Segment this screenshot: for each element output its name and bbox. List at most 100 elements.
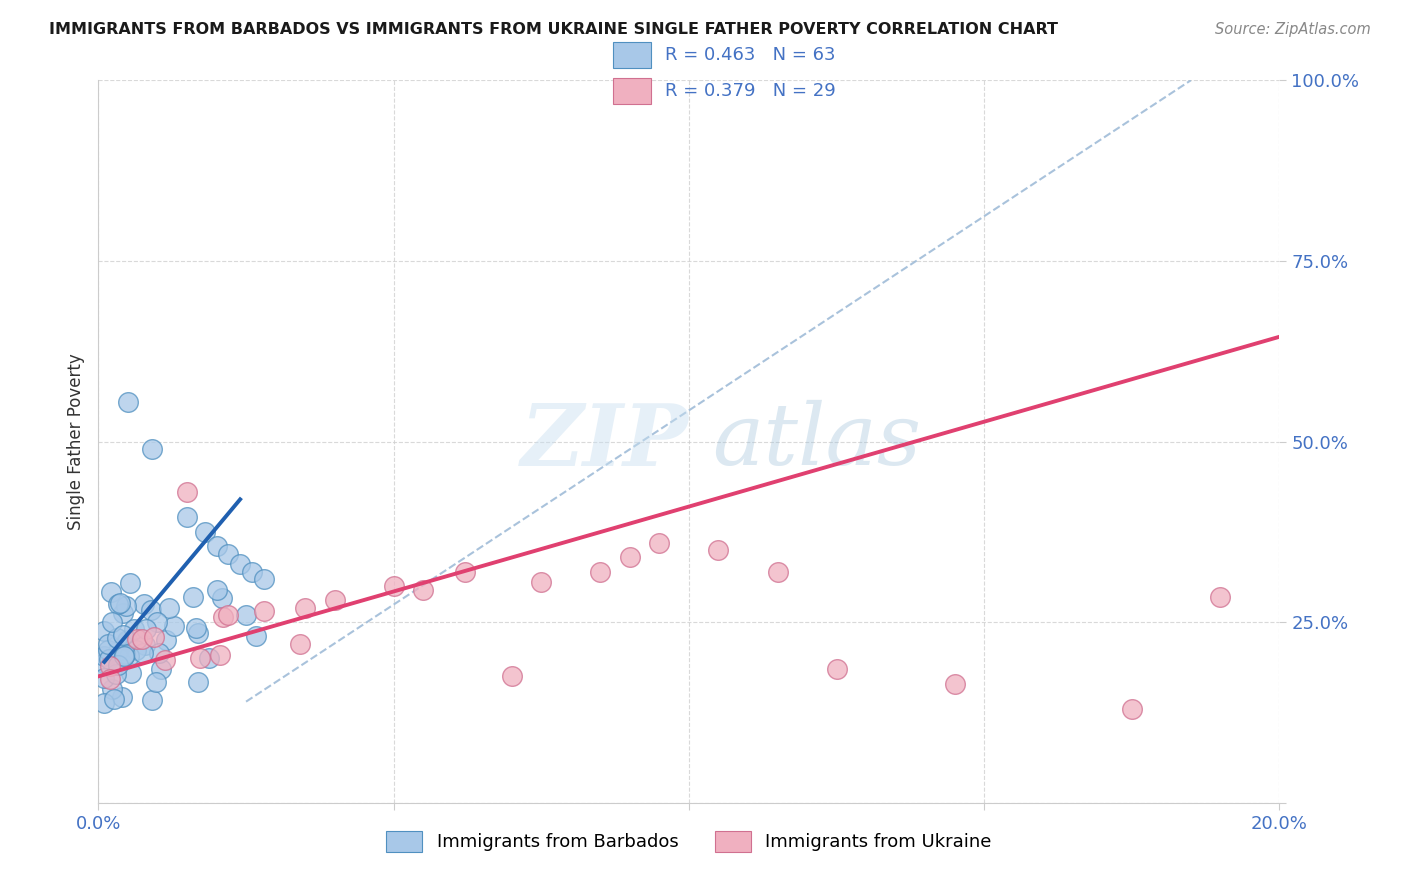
Point <box>1209 590 1232 604</box>
Point <box>93 624 115 638</box>
Point <box>131 646 153 660</box>
Point <box>1121 702 1143 716</box>
Point <box>240 565 263 579</box>
Text: R = 0.379   N = 29: R = 0.379 N = 29 <box>665 82 835 100</box>
Point <box>707 542 730 557</box>
Point <box>198 651 221 665</box>
Point <box>115 632 138 647</box>
Point <box>187 675 209 690</box>
Point <box>93 649 115 664</box>
Point <box>139 603 162 617</box>
Point <box>101 681 124 696</box>
Point <box>589 565 612 579</box>
Point <box>209 648 232 662</box>
Point <box>150 662 173 676</box>
Point <box>107 657 129 672</box>
Point <box>157 600 180 615</box>
Point <box>120 575 142 590</box>
Point <box>235 607 257 622</box>
Text: R = 0.463   N = 63: R = 0.463 N = 63 <box>665 45 835 63</box>
Point <box>118 649 141 664</box>
Point <box>100 585 122 599</box>
Point <box>134 638 156 652</box>
Point <box>93 656 115 670</box>
Point <box>825 662 848 676</box>
Point <box>943 676 966 690</box>
Point <box>98 672 121 686</box>
Point <box>212 609 235 624</box>
Point <box>117 394 139 409</box>
Point <box>288 637 311 651</box>
Point <box>145 674 167 689</box>
Point <box>205 539 228 553</box>
Point <box>131 632 153 646</box>
Point <box>323 593 346 607</box>
Point <box>111 690 134 704</box>
Point <box>122 622 145 636</box>
Point <box>148 646 170 660</box>
Point <box>766 565 789 579</box>
Bar <box>613 78 651 104</box>
Point <box>181 590 204 604</box>
Point <box>187 626 209 640</box>
Point <box>125 632 148 647</box>
Point <box>176 510 198 524</box>
Point <box>142 630 165 644</box>
Point <box>93 696 115 710</box>
Point <box>162 619 184 633</box>
Point <box>97 643 120 657</box>
Point <box>105 667 128 681</box>
Text: ZIP: ZIP <box>522 400 689 483</box>
Point <box>188 650 211 665</box>
Point <box>217 547 239 561</box>
Point <box>134 597 156 611</box>
Point <box>115 599 138 613</box>
Text: Source: ZipAtlas.com: Source: ZipAtlas.com <box>1215 22 1371 37</box>
Point <box>453 565 475 579</box>
Point <box>294 600 316 615</box>
Point <box>107 644 129 658</box>
Point <box>205 582 228 597</box>
Point <box>194 524 217 539</box>
Text: IMMIGRANTS FROM BARBADOS VS IMMIGRANTS FROM UKRAINE SINGLE FATHER POVERTY CORREL: IMMIGRANTS FROM BARBADOS VS IMMIGRANTS F… <box>49 22 1059 37</box>
Point <box>530 575 553 590</box>
Point <box>110 596 132 610</box>
Point <box>141 692 163 706</box>
Point <box>146 615 169 630</box>
Point <box>382 579 405 593</box>
Point <box>107 597 129 611</box>
Point <box>619 550 641 565</box>
Point <box>115 633 138 648</box>
Point <box>253 572 276 586</box>
Point <box>114 647 136 661</box>
Point <box>103 691 125 706</box>
Point <box>112 606 135 620</box>
Point <box>98 651 121 665</box>
Point <box>217 607 239 622</box>
Point <box>112 628 135 642</box>
Point <box>105 631 128 645</box>
Point <box>153 653 176 667</box>
Text: atlas: atlas <box>713 401 922 483</box>
Point <box>141 442 163 456</box>
Point <box>114 648 136 663</box>
Point <box>125 643 148 657</box>
Point <box>245 629 267 643</box>
Point <box>412 582 434 597</box>
Point <box>112 649 135 664</box>
Point <box>155 633 177 648</box>
Point <box>186 621 208 635</box>
Point <box>253 604 276 618</box>
Point <box>100 615 122 629</box>
Bar <box>613 42 651 68</box>
Point <box>648 535 671 549</box>
Point <box>98 659 121 673</box>
Point <box>229 558 252 572</box>
Y-axis label: Single Father Poverty: Single Father Poverty <box>66 353 84 530</box>
Point <box>176 485 198 500</box>
Point <box>97 637 120 651</box>
Point <box>211 591 233 606</box>
Point <box>120 666 142 681</box>
Point <box>501 669 523 683</box>
Legend: Immigrants from Barbados, Immigrants from Ukraine: Immigrants from Barbados, Immigrants fro… <box>380 823 998 859</box>
